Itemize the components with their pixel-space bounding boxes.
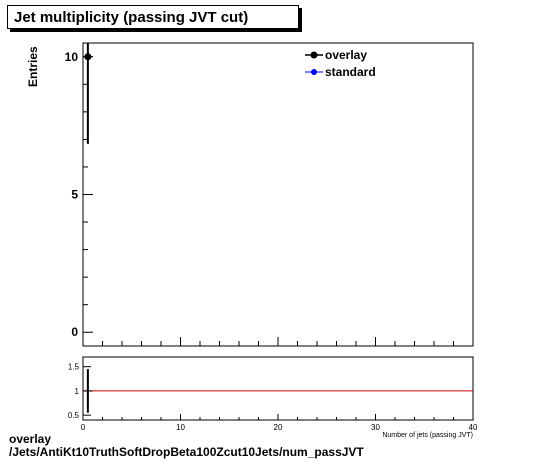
y-axis-label: Entries bbox=[26, 46, 40, 87]
x-tick-label: 0 bbox=[81, 423, 86, 432]
x-tick-label: 30 bbox=[371, 423, 380, 432]
ratio-plot-frame bbox=[82, 356, 474, 421]
ratio-y-tick-label: 0.5 bbox=[68, 411, 80, 420]
ratio-plot: 0.5 1 1.5 0 10 20 30 40 Number of jets (passing… bbox=[68, 356, 478, 439]
data-point bbox=[84, 53, 92, 61]
y-tick-label: 10 bbox=[65, 50, 79, 64]
ratio-y-tick-label: 1 bbox=[75, 387, 80, 396]
footer-label: overlay bbox=[9, 432, 52, 446]
chart-title: Jet multiplicity (passing JVT cut) bbox=[14, 9, 249, 26]
legend-overlay-label: overlay bbox=[325, 48, 367, 62]
chart-title-box: Jet multiplicity (passing JVT cut) bbox=[7, 5, 299, 29]
main-plot-frame bbox=[82, 42, 474, 347]
legend-standard-marker bbox=[311, 69, 317, 75]
ratio-y-tick-label: 1.5 bbox=[68, 363, 80, 372]
main-plot: 0 5 10 Entries bbox=[26, 42, 474, 347]
legend-standard-label: standard bbox=[325, 65, 376, 79]
legend-overlay-marker bbox=[310, 51, 318, 59]
x-tick-label: 10 bbox=[176, 423, 185, 432]
legend: overlay standard bbox=[305, 48, 376, 79]
x-tick-label: 40 bbox=[469, 423, 478, 432]
footer-path: /Jets/AntiKt10TruthSoftDropBeta100Zcut10… bbox=[9, 445, 364, 459]
footer: overlay /Jets/AntiKt10TruthSoftDropBeta1… bbox=[9, 433, 364, 459]
y-tick-label: 0 bbox=[71, 325, 78, 339]
x-tick-label: 20 bbox=[274, 423, 283, 432]
x-axis-label: Number of jets (passing JVT) bbox=[382, 432, 473, 439]
y-tick-label: 5 bbox=[71, 188, 78, 202]
